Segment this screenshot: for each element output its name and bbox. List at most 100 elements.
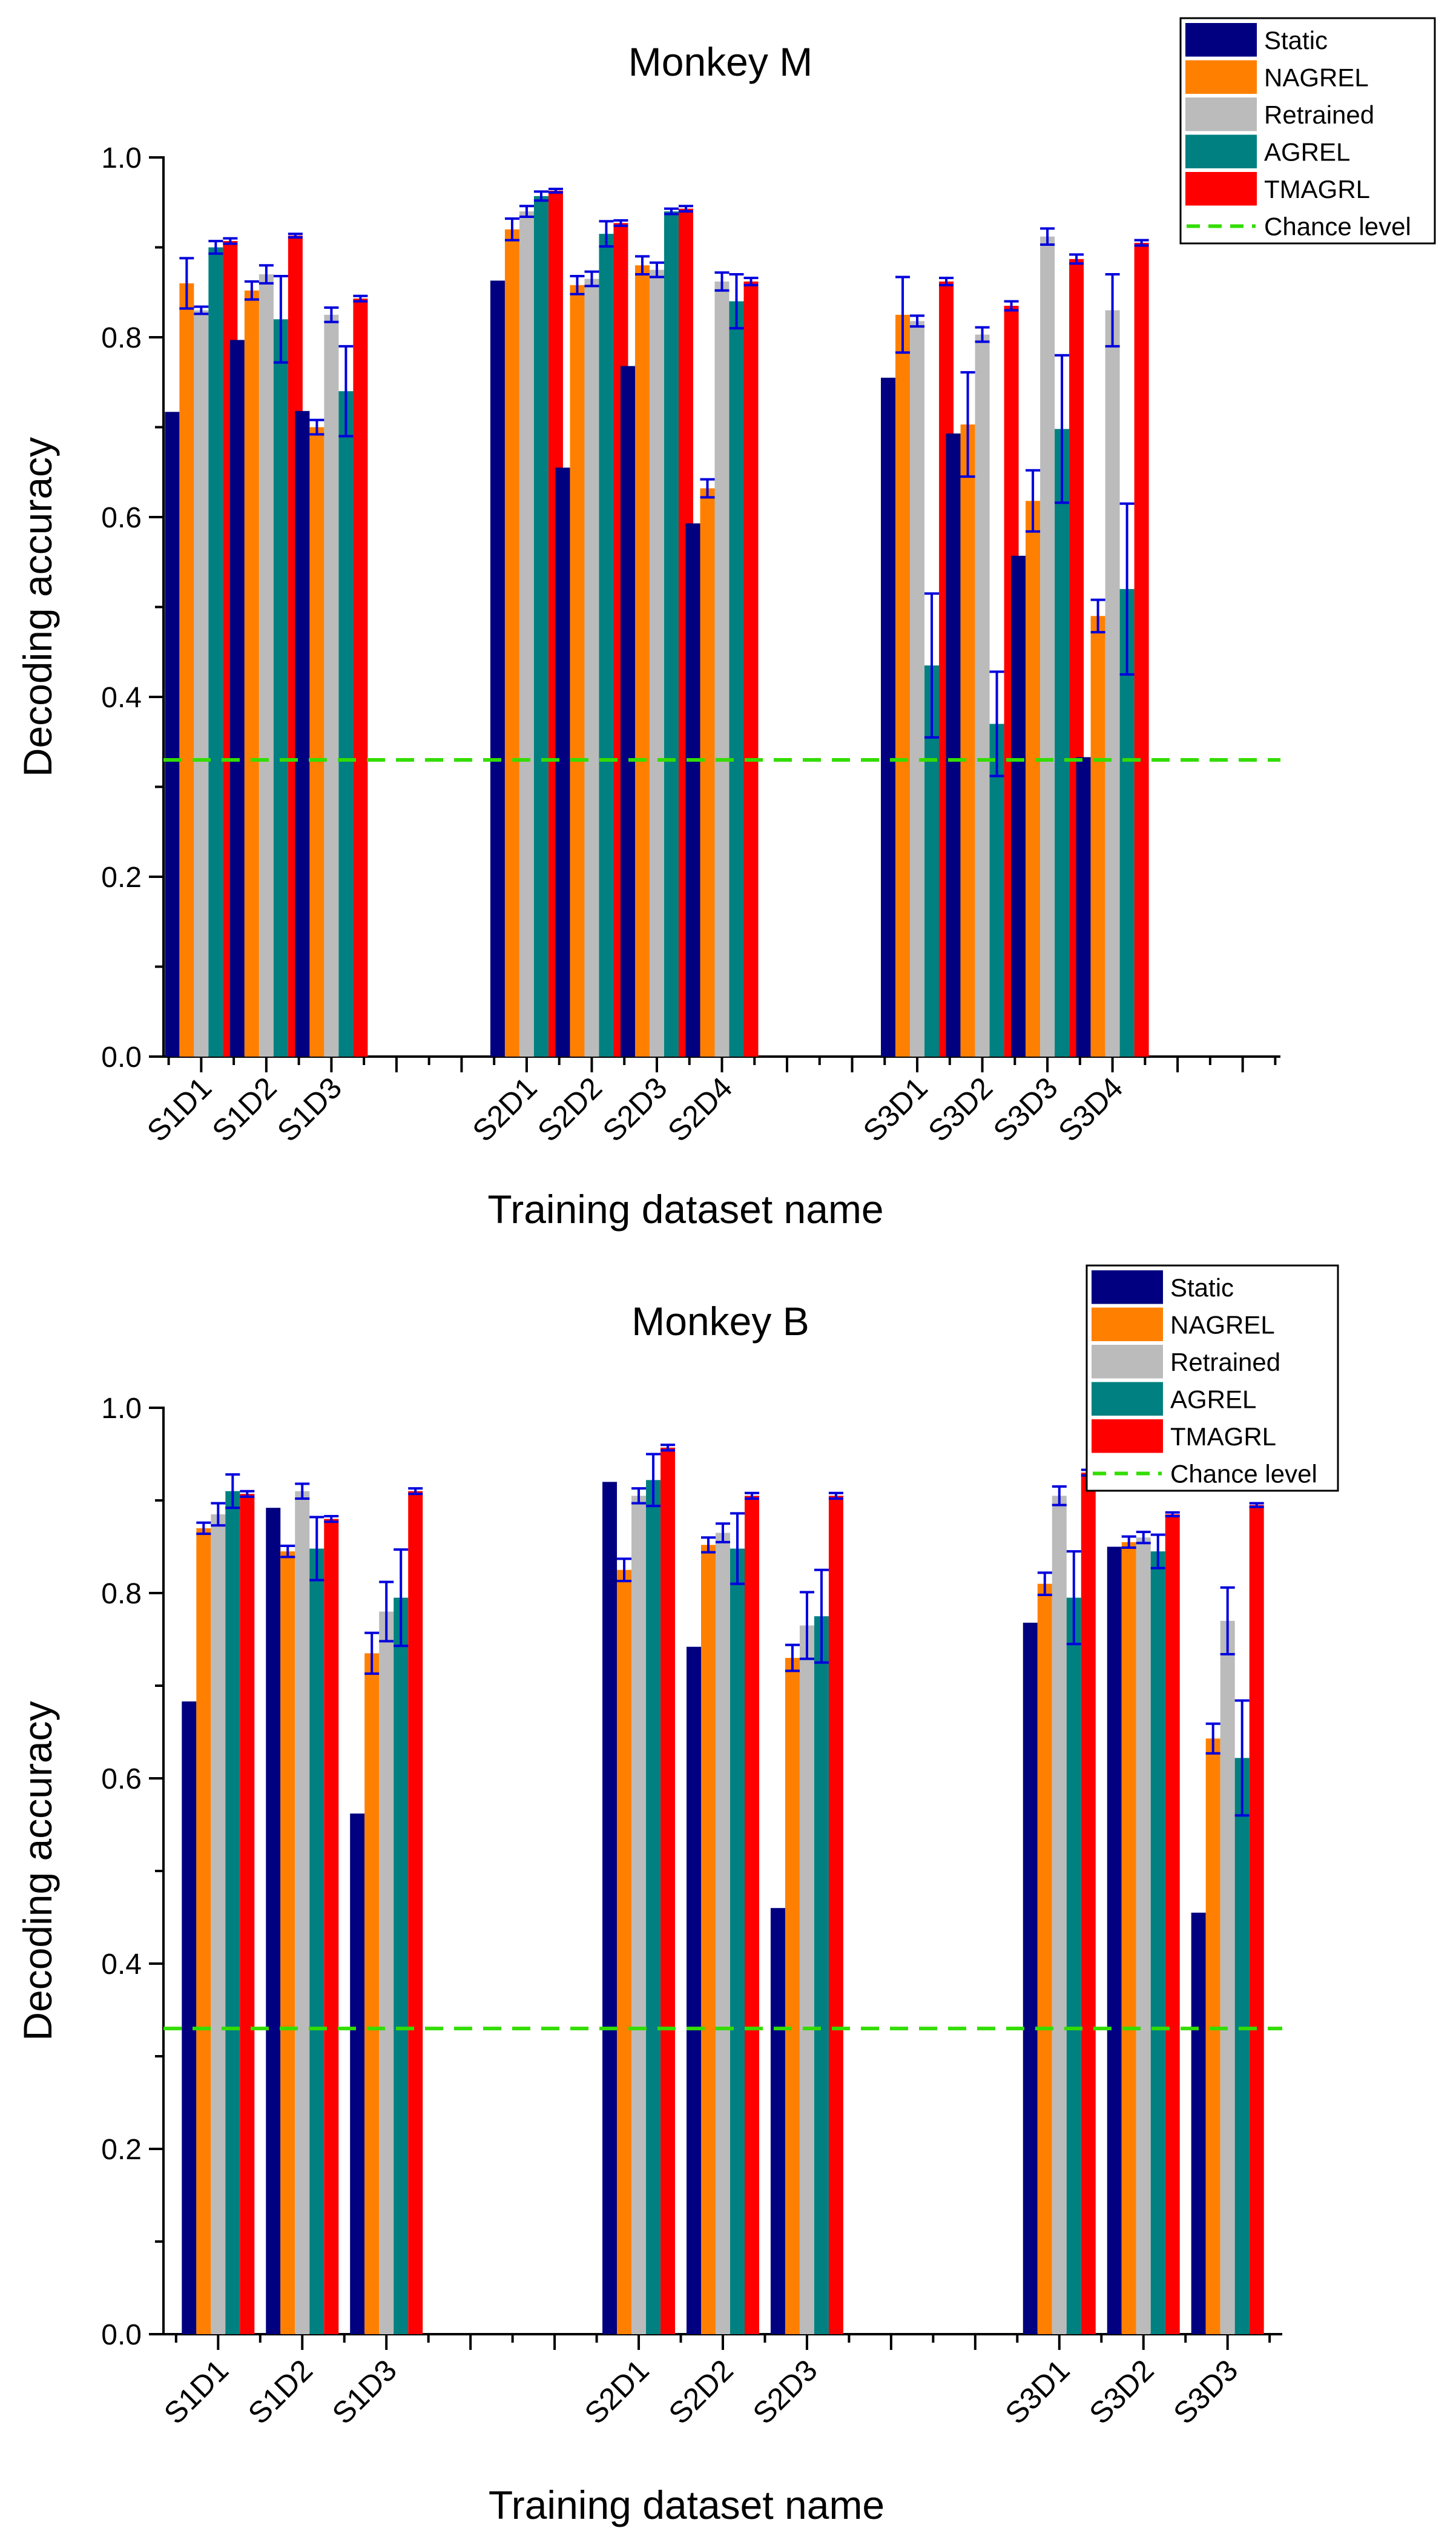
x-tick-label-s1d3: S1D3 <box>271 1071 348 1148</box>
errorbar-tmagrl-s3d3 <box>1249 1502 1264 1508</box>
legend-label-static: Static <box>1170 1273 1234 1302</box>
legend-label-agrel: AGREL <box>1170 1385 1256 1414</box>
bar-tmagrl-s2d2 <box>745 1496 759 2334</box>
errorbar-retrained-s3d3 <box>1040 227 1055 246</box>
bar-retrained-s3d1 <box>1052 1496 1067 2334</box>
errorbar-nagrel-s2d3 <box>785 1643 800 1672</box>
legend: Static NAGREL Retrained AGREL TMAGRL Chance l… <box>1085 1264 1339 1492</box>
x-tick-label-s2d2: S2D2 <box>662 2353 740 2430</box>
errorbar-agrel-s2d3 <box>814 1568 829 1664</box>
errorbar-retrained-s1d2 <box>295 1482 310 1500</box>
bar-nagrel-s2d4 <box>700 488 715 1057</box>
errorbar-retrained-s3d3 <box>1220 1586 1235 1655</box>
bar-agrel-s3d3 <box>1055 429 1070 1057</box>
chart-monkey-b: 0.0 0.2 0.4 0.6 0.8 1.0 S1D1 S1D2 S1D3 S2D1 S2D2 S2… <box>15 1264 1339 2527</box>
bar-agrel-s3d1 <box>1066 1597 1081 2334</box>
errorbar-retrained-s2d2 <box>584 270 599 288</box>
bar-retrained-s1d3 <box>379 1611 394 2334</box>
bar-tmagrl-s1d3 <box>408 1491 423 2334</box>
errorbar-tmagrl-s3d1 <box>939 276 954 286</box>
bar-retrained-s3d2 <box>1136 1537 1151 2334</box>
y-tick-label: 0.6 <box>101 502 142 534</box>
y-tick-label: 0.0 <box>101 2319 142 2351</box>
errorbar-nagrel-s3d3 <box>1026 469 1041 533</box>
errorbar-nagrel-s2d2 <box>570 275 585 295</box>
errorbar-agrel-s1d2 <box>273 275 288 364</box>
legend-label-tmagrl: TMAGRL <box>1264 175 1370 203</box>
x-tick-label-s3d2: S3D2 <box>921 1071 999 1148</box>
errorbar-nagrel-s1d2 <box>244 280 259 301</box>
errorbar-tmagrl-s2d2 <box>745 1491 759 1500</box>
bar-retrained-s1d2 <box>259 274 274 1057</box>
errorbar-nagrel-s3d2 <box>960 371 975 478</box>
errorbar-agrel-s2d1 <box>646 1453 661 1508</box>
errorbar-tmagrl-s2d3 <box>678 205 693 213</box>
errorbar-retrained-s1d3 <box>324 306 339 323</box>
legend-label-chance-level: Chance level <box>1170 1460 1317 1488</box>
legend-swatch-retrained <box>1092 1345 1163 1379</box>
errorbar-retrained-s3d4 <box>1105 273 1120 348</box>
bar-agrel-s1d1 <box>208 247 223 1057</box>
bar-nagrel-s2d1 <box>504 229 519 1057</box>
legend-swatch-retrained <box>1185 97 1257 131</box>
bar-static-s3d2 <box>946 433 961 1057</box>
bar-tmagrl-s3d3 <box>1249 1505 1264 2334</box>
bar-agrel-s1d2 <box>309 1548 324 2334</box>
chart-title: Monkey M <box>628 39 812 84</box>
bar-tmagrl-s1d1 <box>240 1494 255 2334</box>
legend-label-static: Static <box>1264 26 1328 54</box>
x-tick-label-s3d1: S3D1 <box>857 1071 934 1148</box>
errorbar-tmagrl-s2d4 <box>743 276 759 286</box>
bar-agrel-s3d2 <box>1150 1551 1165 2334</box>
y-axis-label: Decoding accuracy <box>15 1701 60 2041</box>
bar-static-s2d2 <box>687 1646 701 2334</box>
errorbar-tmagrl-s3d4 <box>1134 239 1149 247</box>
y-tick-label: 0.4 <box>101 1948 142 1981</box>
errorbar-nagrel-s2d4 <box>700 478 715 499</box>
bar-retrained-s2d2 <box>716 1533 730 2334</box>
legend-swatch-agrel <box>1185 134 1257 168</box>
errorbar-tmagrl-s1d2 <box>324 1515 339 1523</box>
legend-label-nagrel: NAGREL <box>1170 1311 1275 1339</box>
errorbar-agrel-s2d4 <box>729 273 744 330</box>
bar-agrel-s2d2 <box>730 1548 745 2334</box>
errorbar-nagrel-s1d2 <box>280 1544 295 1559</box>
x-tick-label-s3d3: S3D3 <box>987 1071 1064 1148</box>
errorbar-retrained-s2d1 <box>631 1487 647 1505</box>
errorbar-agrel-s1d3 <box>338 345 354 438</box>
bar-static-s3d3 <box>1191 1912 1206 2334</box>
y-tick-label: 0.8 <box>101 322 142 354</box>
errorbar-agrel-s3d3 <box>1055 354 1070 504</box>
errorbar-nagrel-s2d3 <box>634 255 650 276</box>
errorbar-nagrel-s3d3 <box>1205 1722 1220 1755</box>
errorbar-agrel-s2d3 <box>664 207 679 216</box>
bar-static-s1d3 <box>350 1813 365 2334</box>
errorbar-agrel-s1d1 <box>225 1473 240 1510</box>
legend-swatch-static <box>1092 1270 1163 1304</box>
errorbar-tmagrl-s3d2 <box>1165 1511 1180 1518</box>
errorbar-nagrel-s2d1 <box>504 217 519 242</box>
errorbar-agrel-s3d1 <box>924 592 940 739</box>
y-tick-label: 0.4 <box>101 682 142 714</box>
bar-nagrel-s3d3 <box>1205 1738 1220 2334</box>
bar-static-s2d1 <box>490 280 505 1057</box>
bar-nagrel-s3d1 <box>895 314 911 1057</box>
legend-swatch-nagrel <box>1185 60 1257 94</box>
x-tick-label-s1d2: S1D2 <box>206 1071 283 1148</box>
x-tick-label-s1d1: S1D1 <box>140 1071 218 1148</box>
y-tick-label: 0.8 <box>101 1578 142 1610</box>
bar-nagrel-s1d1 <box>179 283 194 1057</box>
errorbar-tmagrl-s3d2 <box>1004 300 1019 312</box>
errorbar-tmagrl-s1d1 <box>223 237 238 245</box>
errorbar-agrel-s3d2 <box>1150 1533 1165 1569</box>
bar-tmagrl-s1d3 <box>353 299 368 1057</box>
bar-static-s1d2 <box>229 340 245 1057</box>
x-axis-label: Training dataset name <box>487 1187 883 1232</box>
legend: Static NAGREL Retrained AGREL TMAGRL Chance l… <box>1179 17 1436 245</box>
legend-label-chance-level: Chance level <box>1264 213 1411 241</box>
x-tick-label-s3d1: S3D1 <box>999 2353 1076 2430</box>
bar-agrel-s1d3 <box>394 1597 409 2334</box>
errorbar-retrained-s2d4 <box>714 271 730 292</box>
errorbar-retrained-s3d1 <box>910 314 925 328</box>
